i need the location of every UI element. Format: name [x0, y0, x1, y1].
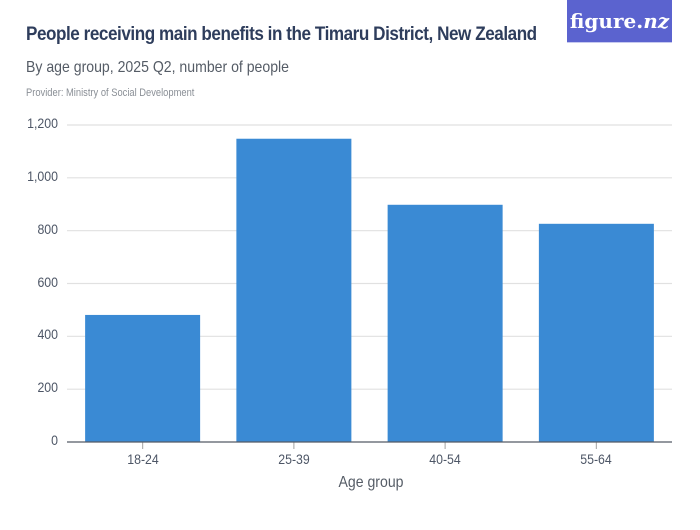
data-provider: Provider: Ministry of Social Development: [26, 87, 195, 99]
y-tick-label: 200: [37, 379, 58, 396]
x-tick-label: 55-64: [580, 451, 613, 467]
logo-text: figure.: [569, 9, 644, 33]
y-tick-label: 800: [37, 220, 58, 237]
x-axis-label: Age group: [338, 474, 404, 491]
bars: [85, 138, 654, 442]
chart-subtitle: By age group, 2025 Q2, number of people: [26, 59, 290, 76]
bar-25-39[interactable]: [236, 138, 352, 442]
bar-40-54[interactable]: [387, 204, 503, 442]
y-tick-label: 1,200: [27, 115, 58, 131]
y-tick-label: 1,000: [27, 167, 58, 184]
x-tick-label: 40-54: [429, 451, 461, 467]
chart-title: People receiving main benefits in the Ti…: [26, 24, 537, 45]
bar-18-24[interactable]: [85, 314, 201, 442]
y-tick-label: 600: [37, 273, 58, 290]
y-tick-label: 0: [51, 432, 58, 448]
figure-nz-logo[interactable]: figure. nz: [567, 0, 672, 43]
y-tick-label: 400: [37, 326, 58, 343]
bar-55-64[interactable]: [538, 223, 654, 442]
x-tick-label: 25-39: [278, 451, 310, 467]
x-axis: [67, 441, 672, 449]
logo-suffix: nz: [643, 9, 670, 33]
x-tick-label: 18-24: [126, 451, 159, 467]
